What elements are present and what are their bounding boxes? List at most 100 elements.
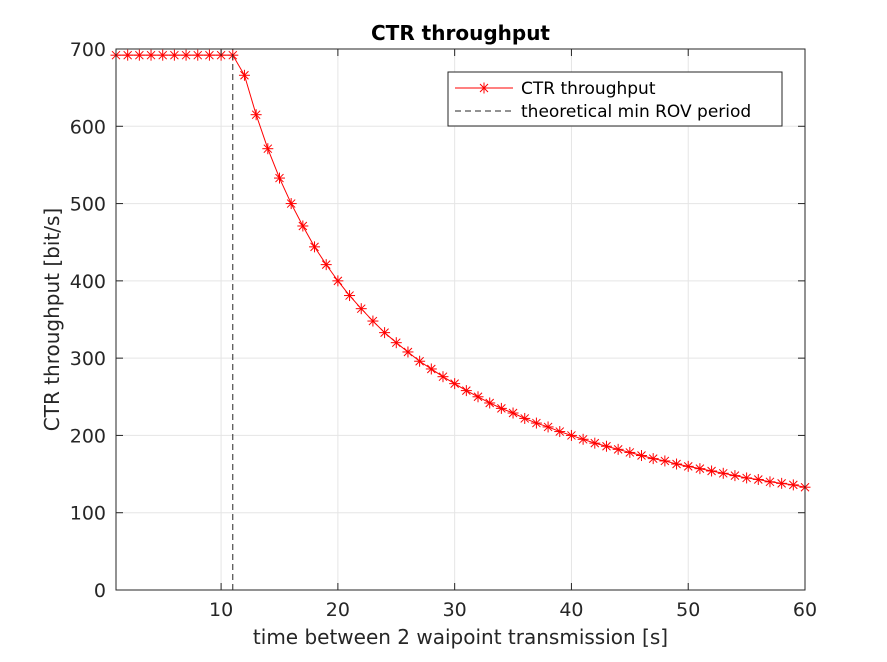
x-tick-label: 50 bbox=[676, 599, 700, 621]
marker-stroke bbox=[543, 422, 553, 432]
data-point bbox=[565, 429, 577, 441]
data-point bbox=[589, 437, 601, 449]
marker-stroke bbox=[473, 392, 483, 402]
data-point bbox=[192, 49, 204, 61]
marker-stroke bbox=[415, 356, 424, 366]
data-point bbox=[507, 407, 519, 419]
data-point bbox=[203, 49, 215, 61]
legend-entry-theoretical-min-rov-period: theoretical min ROV period bbox=[521, 102, 751, 122]
data-point bbox=[472, 391, 484, 403]
marker-stroke bbox=[613, 444, 623, 454]
marker-stroke bbox=[532, 418, 541, 428]
marker-stroke bbox=[578, 434, 588, 444]
data-point bbox=[168, 49, 180, 61]
data-point bbox=[285, 198, 297, 210]
data-point bbox=[554, 426, 566, 438]
marker-stroke bbox=[438, 372, 448, 382]
marker-stroke bbox=[263, 144, 273, 154]
marker-stroke bbox=[707, 466, 716, 476]
marker-stroke bbox=[193, 50, 203, 60]
data-point bbox=[659, 455, 671, 467]
data-point bbox=[542, 421, 554, 433]
marker-stroke bbox=[286, 199, 296, 208]
data-point bbox=[402, 346, 414, 358]
data-point bbox=[495, 402, 507, 414]
data-point bbox=[729, 470, 741, 482]
data-point bbox=[122, 49, 134, 61]
data-point bbox=[647, 453, 659, 465]
marker-stroke bbox=[718, 468, 728, 478]
marker-stroke bbox=[310, 242, 319, 252]
marker-stroke bbox=[508, 408, 518, 418]
marker-stroke bbox=[380, 328, 389, 337]
data-point bbox=[157, 49, 169, 61]
y-tick-label: 100 bbox=[70, 503, 106, 525]
marker-stroke bbox=[648, 454, 658, 463]
data-point bbox=[484, 397, 496, 409]
x-tick-label: 30 bbox=[443, 599, 467, 621]
data-point bbox=[764, 476, 776, 488]
marker-stroke bbox=[625, 448, 635, 457]
chart-title: CTR throughput bbox=[371, 21, 550, 45]
marker-stroke bbox=[403, 347, 413, 357]
data-point bbox=[180, 49, 192, 61]
data-point bbox=[624, 446, 636, 458]
data-point bbox=[344, 290, 356, 302]
marker-stroke bbox=[555, 427, 565, 436]
marker-stroke bbox=[356, 304, 366, 314]
data-point bbox=[145, 49, 157, 61]
marker-stroke bbox=[730, 471, 740, 480]
marker-stroke bbox=[497, 404, 506, 413]
data-point bbox=[309, 241, 321, 253]
data-point bbox=[238, 69, 250, 81]
marker-stroke bbox=[450, 379, 460, 389]
data-point bbox=[297, 220, 309, 232]
marker-stroke bbox=[683, 461, 693, 471]
legend-marker bbox=[478, 82, 490, 94]
data-point bbox=[449, 378, 461, 390]
data-point bbox=[706, 465, 718, 477]
legend: CTR throughput theoretical min ROV perio… bbox=[447, 71, 783, 127]
data-point bbox=[787, 479, 799, 491]
data-point bbox=[612, 443, 624, 455]
y-tick-label: 0 bbox=[94, 580, 106, 602]
y-axis-label: CTR throughput [bit/s] bbox=[40, 208, 64, 431]
x-tick-label: 40 bbox=[559, 599, 583, 621]
x-axis-label: time between 2 waipoint transmission [s] bbox=[253, 625, 668, 649]
x-tick-label: 60 bbox=[793, 599, 817, 621]
data-point bbox=[367, 315, 379, 327]
x-tick-label: 10 bbox=[209, 599, 233, 621]
marker-stroke bbox=[275, 173, 284, 183]
marker-stroke bbox=[567, 431, 576, 440]
marker-stroke bbox=[672, 459, 681, 469]
data-point bbox=[577, 433, 589, 445]
marker-stroke bbox=[146, 50, 156, 60]
data-point bbox=[682, 460, 694, 472]
y-tick-label: 600 bbox=[70, 116, 106, 138]
data-point bbox=[425, 363, 437, 375]
marker-stroke bbox=[765, 477, 775, 487]
y-tick-label: 400 bbox=[70, 271, 106, 293]
data-point bbox=[671, 458, 683, 470]
data-point bbox=[390, 337, 402, 349]
data-point bbox=[460, 385, 472, 397]
data-point bbox=[379, 327, 391, 339]
marker-stroke bbox=[240, 70, 249, 80]
data-point bbox=[741, 472, 753, 484]
x-tick-label: 20 bbox=[326, 599, 350, 621]
data-point bbox=[600, 440, 612, 452]
series-layer bbox=[110, 49, 811, 590]
marker-stroke bbox=[753, 475, 763, 484]
legend-entry-ctr-throughput: CTR throughput bbox=[521, 79, 656, 99]
data-point bbox=[355, 303, 367, 315]
data-point bbox=[262, 143, 274, 155]
marker-stroke bbox=[181, 50, 191, 60]
marker-stroke bbox=[345, 291, 354, 300]
marker-stroke bbox=[158, 50, 168, 60]
data-point bbox=[776, 477, 788, 489]
data-point bbox=[414, 355, 426, 367]
axes-frame bbox=[115, 48, 806, 591]
data-point bbox=[320, 259, 332, 271]
